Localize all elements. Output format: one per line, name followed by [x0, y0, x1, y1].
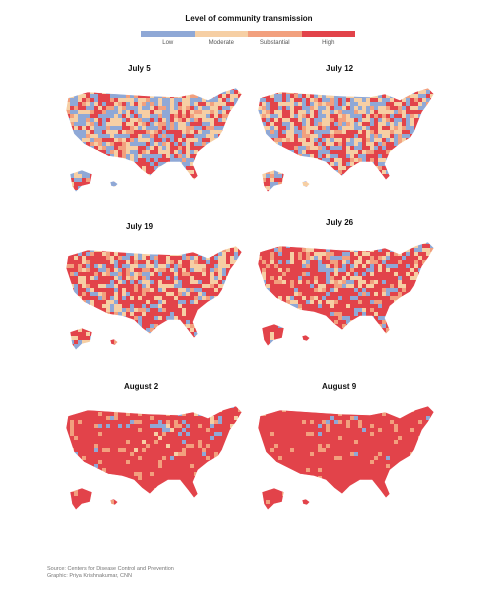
us-county-map	[257, 405, 435, 511]
alaska-outline	[261, 323, 285, 347]
hawaii-outline	[301, 180, 311, 188]
graphic-credit: Graphic: Priya Krishnakumar, CNN	[47, 573, 132, 579]
us-county-map	[65, 405, 243, 511]
map-title: August 2	[124, 382, 159, 391]
alaska-outline	[261, 487, 285, 511]
county-cells	[66, 246, 242, 350]
contiguous-us-outline	[257, 87, 435, 181]
legend-label-moderate: Moderate	[208, 40, 234, 46]
legend-swatch-moderate	[194, 31, 248, 37]
alaska-outline	[261, 169, 285, 193]
alaska-outline	[69, 487, 93, 511]
county-cells	[258, 242, 434, 346]
map-panel-july-26: July 26	[250, 214, 445, 354]
source-credit: Source: Centers for Disease Control and …	[47, 566, 174, 572]
us-county-map	[65, 245, 243, 351]
map-title: July 26	[326, 218, 354, 227]
alaska-outline	[69, 169, 93, 193]
map-panel-july-12: July 12	[250, 60, 445, 200]
map-panel-july-19: July 19	[58, 218, 253, 358]
legend-swatch-high	[301, 31, 355, 37]
legend-color-bar	[141, 31, 355, 37]
county-cells	[66, 406, 242, 510]
legend-swatch-substantial	[248, 31, 302, 37]
contiguous-us-outline	[257, 405, 435, 499]
legend-label-high: High	[322, 40, 335, 46]
county-cells	[258, 406, 434, 510]
hawaii-outline	[109, 338, 119, 346]
alaska-outline	[69, 327, 93, 351]
us-county-map	[65, 87, 243, 193]
contiguous-us-outline	[257, 241, 435, 335]
map-title: August 9	[322, 382, 357, 391]
legend-label-low: Low	[162, 40, 174, 46]
footer-credits: Source: Centers for Disease Control and …	[47, 566, 174, 580]
hawaii-outline	[109, 498, 119, 506]
map-panel-august-9: August 9	[250, 378, 445, 518]
county-cells	[66, 88, 242, 192]
contiguous-us-outline	[65, 245, 243, 339]
map-title: July 5	[128, 64, 151, 73]
legend-labels: Low Moderate Substantial High	[141, 40, 355, 46]
map-title: July 12	[326, 64, 354, 73]
hawaii-outline	[301, 334, 311, 342]
us-county-map	[257, 87, 435, 193]
hawaii-outline	[301, 498, 311, 506]
map-panel-august-2: August 2	[58, 378, 253, 518]
contiguous-us-outline	[65, 87, 243, 181]
legend-swatch-low	[141, 31, 195, 37]
legend-label-substantial: Substantial	[259, 40, 290, 46]
legend-title: Level of community transmission	[185, 14, 313, 23]
map-title: July 19	[126, 222, 154, 231]
contiguous-us-outline	[65, 405, 243, 499]
hawaii-outline	[109, 180, 119, 188]
us-county-map	[257, 241, 435, 347]
map-panel-july-5: July 5	[58, 60, 253, 200]
county-cells	[258, 88, 434, 192]
